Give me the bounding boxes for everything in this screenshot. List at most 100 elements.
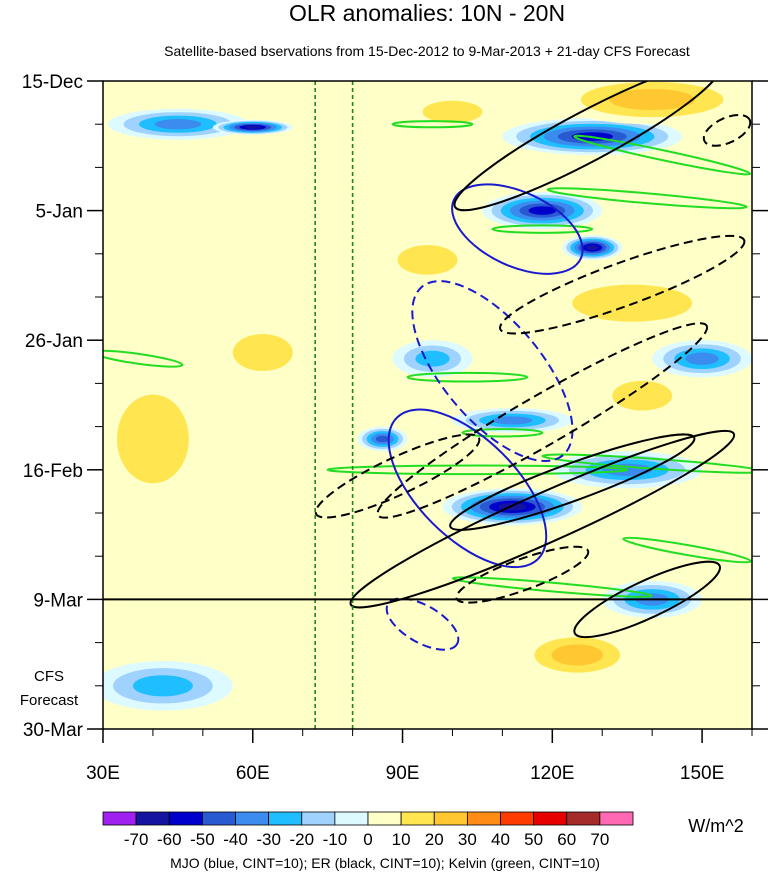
colorbar-label: -60 xyxy=(157,830,182,849)
colorbar-swatch xyxy=(566,811,601,826)
er-contour xyxy=(449,433,696,531)
plot-frame xyxy=(102,80,753,730)
anomaly-blob xyxy=(357,426,408,452)
forecast-label-forecast: Forecast xyxy=(20,692,79,709)
x-tick-label: 90E xyxy=(386,763,420,784)
anomaly-level xyxy=(397,245,458,275)
anomaly-blob xyxy=(517,630,638,680)
kelvin-contour xyxy=(622,536,752,564)
colorbar-label: -10 xyxy=(323,830,348,849)
x-tick-label: 60E xyxy=(236,763,270,784)
colorbar-swatch xyxy=(135,811,170,826)
mjo-contour xyxy=(411,280,574,462)
colorbar-swatch xyxy=(466,811,501,826)
colorbar-label: 30 xyxy=(458,830,477,849)
x-tick-label: 30E xyxy=(86,763,120,784)
colorbar-label: -30 xyxy=(256,830,281,849)
er-contour xyxy=(349,429,736,609)
er-contour xyxy=(573,560,721,639)
colorbar: -70 -60 -50 -40 -30 -20 -10 0 10 20 30 40 50 60 70 xyxy=(102,811,634,849)
anomaly-level xyxy=(116,394,189,484)
colorbar-label: -70 xyxy=(124,830,149,849)
colorbar-swatch xyxy=(500,811,535,826)
colorbar-swatch xyxy=(301,811,336,826)
contour-legend: MJO (blue, CINT=10); ER (black, CINT=10)… xyxy=(170,855,600,871)
mjo-contours xyxy=(385,183,584,651)
anomaly-level xyxy=(685,352,719,365)
plot-area xyxy=(102,80,753,730)
mjo-contour xyxy=(451,183,584,275)
x-axis: 30E 60E 90E 120E 150E xyxy=(86,729,753,784)
y-tick-label: 9-Mar xyxy=(33,590,83,611)
colorbar-label: 0 xyxy=(363,830,372,849)
y-tick-label: 15-Dec xyxy=(22,72,83,93)
anomaly-blob xyxy=(562,235,623,260)
y-tick-label: 5-Jan xyxy=(35,202,83,223)
anomaly-level xyxy=(132,675,193,697)
colorbar-label: -40 xyxy=(223,830,248,849)
y-tick-label: 26-Jan xyxy=(25,331,83,352)
er-contour xyxy=(376,322,709,519)
y-tick-label: 16-Feb xyxy=(23,461,83,482)
anomaly-level xyxy=(586,245,599,251)
er-contour xyxy=(453,81,721,212)
colorbar-swatch xyxy=(168,811,203,826)
colorbar-swatch xyxy=(599,811,634,826)
anomaly-blob xyxy=(552,81,752,125)
anomaly-blob xyxy=(402,93,503,131)
kelvin-contour xyxy=(546,187,748,210)
colorbar-swatch xyxy=(367,811,402,826)
anomaly-blob xyxy=(107,108,248,140)
colorbar-label: -50 xyxy=(190,830,215,849)
anomaly-level xyxy=(528,206,557,215)
anomaly-blob xyxy=(482,192,603,230)
er-contour xyxy=(702,113,752,147)
anomaly-level xyxy=(244,125,261,129)
colorbar-label: -20 xyxy=(289,830,314,849)
mjo-contour xyxy=(385,597,460,651)
er-contour xyxy=(314,433,481,519)
anomaly-level xyxy=(375,435,390,443)
kelvin-contour xyxy=(391,120,474,129)
er-contour xyxy=(499,234,746,335)
x-tick-label: 150E xyxy=(680,763,724,784)
forecast-label-cfs: CFS xyxy=(34,668,64,685)
y-axis: 15-Dec 5-Jan 26-Jan 16-Feb 9-Mar 30-Mar xyxy=(22,72,768,741)
anomaly-blob xyxy=(592,371,693,421)
anomaly-level xyxy=(232,334,293,372)
kelvin-contour xyxy=(326,464,629,476)
x-tick-label: 120E xyxy=(530,763,574,784)
kelvin-contour xyxy=(451,576,653,598)
colorbar-label: 60 xyxy=(557,830,576,849)
colorbar-swatch xyxy=(102,811,137,826)
anomaly-level xyxy=(609,88,695,111)
mjo-contour xyxy=(387,408,548,569)
kelvin-contour xyxy=(103,349,184,368)
anomaly-blob xyxy=(103,661,233,711)
kelvin-contour xyxy=(406,371,529,383)
kelvin-contour xyxy=(461,428,544,438)
anomaly-level xyxy=(422,100,483,123)
colorbar-units: W/m^2 xyxy=(688,816,743,836)
colorbar-label: 10 xyxy=(392,830,411,849)
anomaly-level xyxy=(492,416,533,425)
colorbar-swatch xyxy=(334,811,369,826)
y-tick-label: 30-Mar xyxy=(23,720,84,741)
colorbar-swatch xyxy=(433,811,468,826)
colorbar-swatch xyxy=(201,811,236,826)
anomaly-level xyxy=(154,119,202,130)
kelvin-contour xyxy=(573,134,752,176)
colorbar-label: 70 xyxy=(590,830,609,849)
anomaly-blob xyxy=(212,119,293,135)
anomaly-blob xyxy=(392,340,473,378)
anomaly-level xyxy=(551,644,603,666)
anomaly-blob xyxy=(103,364,213,513)
kelvin-contour xyxy=(491,224,594,234)
colorbar-swatch xyxy=(235,811,270,826)
colorbar-label: 50 xyxy=(524,830,543,849)
anomaly-blob xyxy=(377,235,478,285)
anomaly-level xyxy=(415,350,450,367)
anomaly-blob xyxy=(212,321,313,384)
anomaly-level xyxy=(612,380,673,411)
